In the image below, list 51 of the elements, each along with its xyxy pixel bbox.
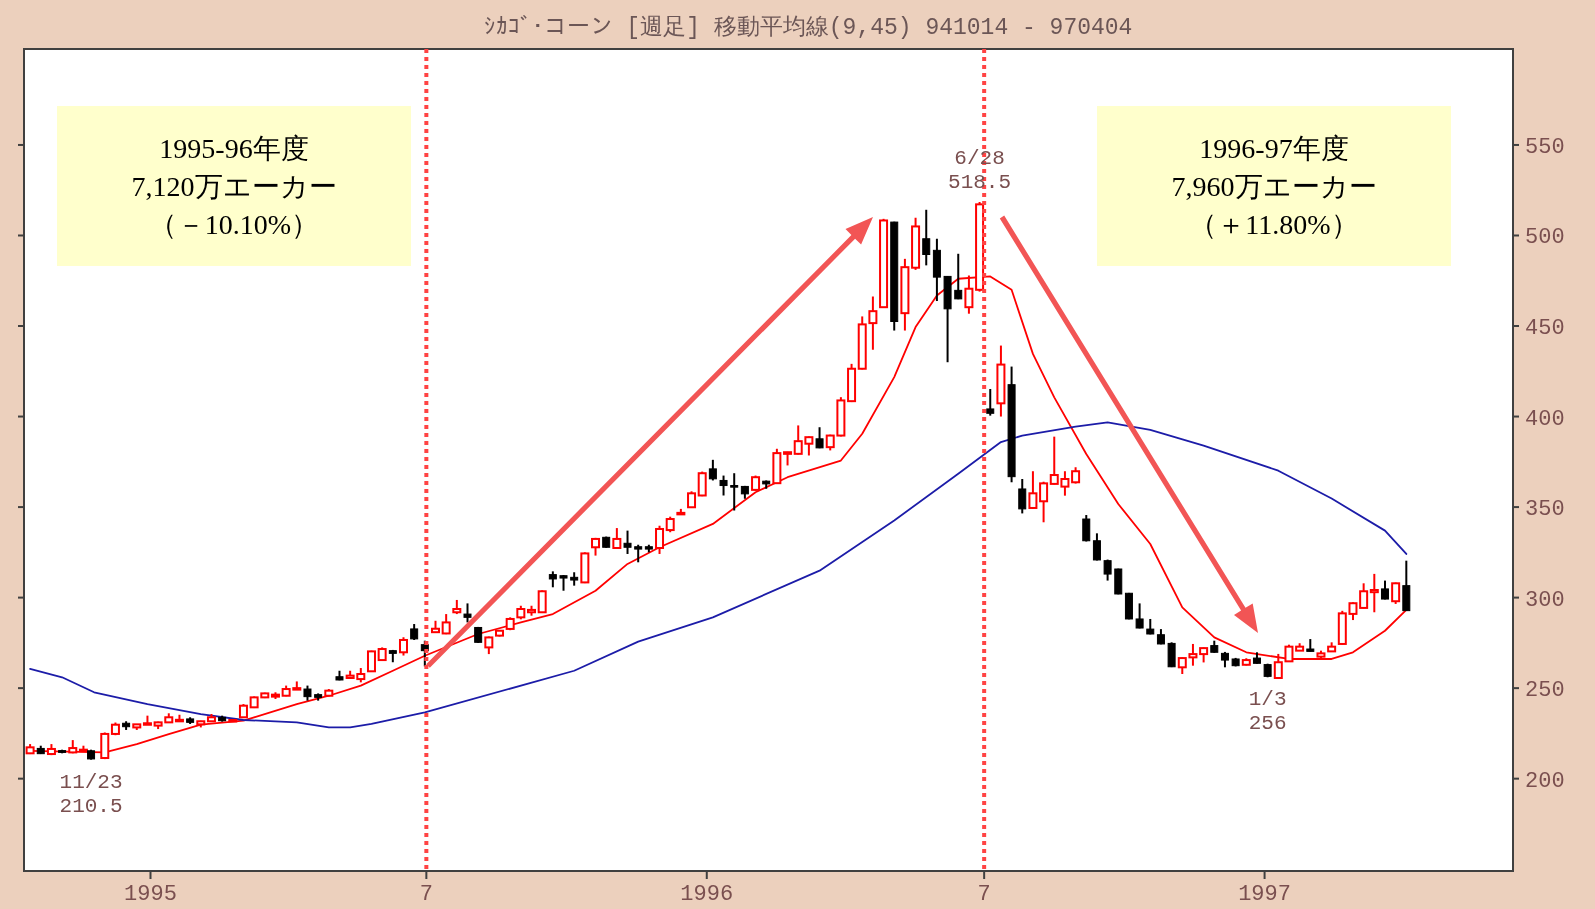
note-box: 1996-97年度 7,960万エーカー （＋11.80%） (1097, 106, 1451, 266)
candlestick (1369, 572, 1379, 614)
y-tick-label: 350 (1525, 497, 1565, 523)
candlestick (730, 472, 739, 512)
candlestick (366, 649, 376, 673)
x-tick-label: 7 (419, 882, 433, 907)
annotation: （－10.10%） (148, 209, 320, 240)
candlestick (954, 252, 963, 301)
x-tick-label: 1995 (124, 882, 177, 907)
annotation: 1996-97年度 (1199, 133, 1349, 164)
candlestick (655, 524, 665, 555)
candlestick (398, 636, 408, 657)
annotation: 1/3 256 (1248, 688, 1287, 736)
candlestick (708, 458, 717, 482)
annotation: 1995-96年度 (159, 133, 309, 164)
candlestick (1167, 641, 1176, 669)
candlestick (537, 589, 547, 614)
candlestick (1092, 532, 1101, 562)
candlestick (1082, 514, 1091, 543)
line-series (29, 421, 1408, 729)
annotation: 6/28 518.5 (948, 146, 1012, 194)
y-tick-label: 300 (1525, 587, 1565, 613)
candlestick (1018, 478, 1027, 515)
y-tick-label: 250 (1525, 678, 1565, 704)
candlestick (1135, 602, 1144, 630)
y-tick-label: 500 (1525, 225, 1565, 251)
x-tick-label: 1996 (680, 882, 734, 907)
candlestick (815, 426, 824, 450)
y-tick-label: 400 (1525, 406, 1565, 432)
x-tick-label: 1997 (1238, 882, 1291, 907)
note-box: 1995-96年度 7,120万エーカー （－10.10%） (57, 106, 411, 266)
y-tick-label: 200 (1525, 768, 1565, 794)
candlestick (986, 388, 995, 417)
candlestick (612, 527, 622, 550)
y-tick-label: 450 (1525, 316, 1565, 342)
annotation: 7,120万エーカー (131, 171, 337, 202)
candlestick (922, 208, 931, 267)
candlestick (623, 529, 632, 555)
chart-title: ｼｶｺﾞ･コーン [週足] 移動平均線(9,45) 941014 - 970404 (483, 14, 1133, 41)
annotation: 7,960万エーカー (1171, 171, 1377, 202)
candlestick (1359, 582, 1369, 610)
candlestick (463, 602, 472, 624)
candlestick (719, 474, 728, 497)
annotation: （＋11.80%） (1189, 209, 1359, 240)
annotation: 11/23 210.5 (59, 770, 123, 818)
candlestick (1391, 581, 1401, 605)
candlestick (1380, 579, 1389, 601)
candlestick (1039, 480, 1049, 524)
candlestick (1028, 470, 1038, 510)
x-tick-label: 7 (977, 882, 991, 907)
y-tick-label: 550 (1525, 134, 1565, 160)
